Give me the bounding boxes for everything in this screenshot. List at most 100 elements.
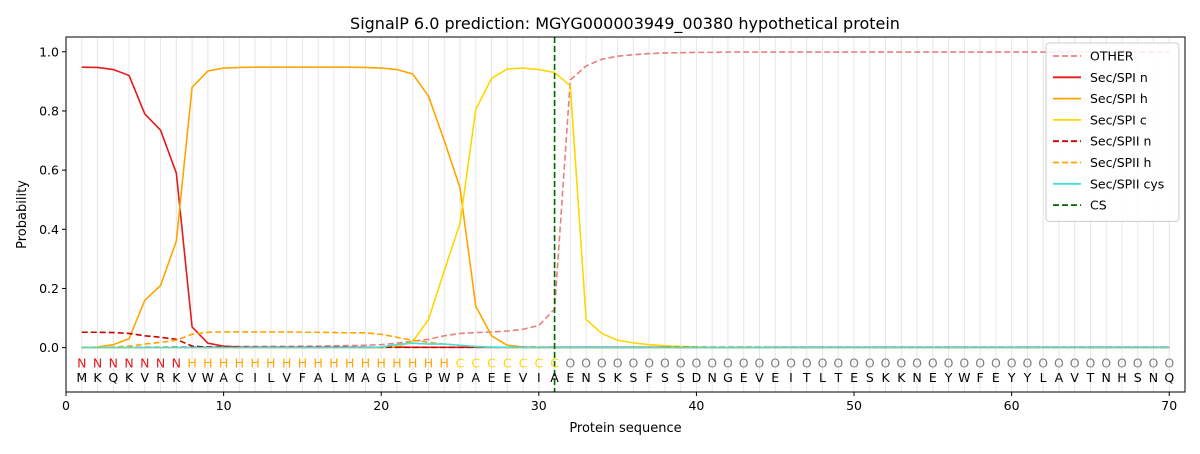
region-label: O [1086, 355, 1096, 370]
y-tick-label: 0.6 [39, 163, 59, 178]
residue-label: R [156, 370, 165, 385]
residue-label: Y [1023, 370, 1032, 385]
region-label: H [329, 355, 338, 370]
residue-label: N [708, 370, 717, 385]
residue-label: N [912, 370, 921, 385]
residue-label: S [1134, 370, 1142, 385]
region-label: O [991, 355, 1001, 370]
x-tick-label: 50 [846, 398, 862, 413]
region-label: H [440, 355, 449, 370]
legend-label: CS [1090, 198, 1107, 213]
legend-label: Sec/SPII h [1090, 155, 1151, 170]
region-label: H [345, 355, 354, 370]
y-tick-label: 0.0 [39, 340, 59, 355]
region-label: O [1054, 355, 1064, 370]
region-label: C [487, 355, 496, 370]
residue-label: P [456, 370, 464, 385]
region-label: O [1117, 355, 1127, 370]
residue-label: L [393, 370, 400, 385]
region-label: O [613, 355, 623, 370]
region-label: H [377, 355, 386, 370]
residue-label: K [172, 370, 181, 385]
residue-label: S [866, 370, 874, 385]
region-label: O [1164, 355, 1174, 370]
residue-label: V [755, 370, 764, 385]
x-tick-label: 30 [531, 398, 547, 413]
residue-label: N [581, 370, 590, 385]
residue-label: E [992, 370, 1000, 385]
residue-label: V [1070, 370, 1079, 385]
residue-label: T [1086, 370, 1095, 385]
region-label: N [77, 355, 86, 370]
residue-label: I [537, 370, 541, 385]
residue-label: L [1040, 370, 1047, 385]
residue-label: S [629, 370, 637, 385]
chart-title: SignalP 6.0 prediction: MGYG000003949_00… [350, 14, 900, 34]
x-tick-label: 10 [216, 398, 232, 413]
region-label: O [1070, 355, 1080, 370]
residue-label: F [977, 370, 984, 385]
residue-label: S [598, 370, 606, 385]
residue-label: Q [108, 370, 118, 385]
region-label: O [565, 355, 575, 370]
residue-label: V [282, 370, 291, 385]
residue-label: E [566, 370, 574, 385]
residue-label: F [646, 370, 653, 385]
region-label: C [503, 355, 512, 370]
region-label: O [833, 355, 843, 370]
residue-label: E [771, 370, 779, 385]
x-tick-label: 70 [1161, 398, 1177, 413]
residue-label: A [314, 370, 323, 385]
x-tick-label: 60 [1004, 398, 1020, 413]
residue-label: G [376, 370, 386, 385]
legend-label: Sec/SPI c [1090, 112, 1147, 127]
residue-label: C [235, 370, 244, 385]
residue-label: Q [1164, 370, 1174, 385]
region-label: O [1133, 355, 1143, 370]
residue-label: G [723, 370, 733, 385]
x-tick-label: 40 [688, 398, 704, 413]
region-label: O [581, 355, 591, 370]
residue-label: M [76, 370, 87, 385]
region-label: O [1007, 355, 1017, 370]
residue-label: A [550, 370, 559, 385]
region-label: N [109, 355, 118, 370]
residue-label: P [425, 370, 433, 385]
residue-label: V [141, 370, 150, 385]
region-label: H [392, 355, 401, 370]
residue-label: E [850, 370, 858, 385]
residue-label: I [253, 370, 257, 385]
series-line-5 [81, 331, 1170, 349]
region-label: N [93, 355, 102, 370]
region-label: C [534, 355, 543, 370]
region-label: O [802, 355, 812, 370]
residue-label: A [1055, 370, 1064, 385]
residue-label: V [188, 370, 197, 385]
region-label: O [597, 355, 607, 370]
region-label: H [250, 355, 259, 370]
legend-label: Sec/SPII n [1090, 134, 1151, 149]
residue-label: K [614, 370, 623, 385]
region-label: H [235, 355, 244, 370]
region-label: H [361, 355, 370, 370]
residue-label: N [1102, 370, 1111, 385]
legend-label: Sec/SPII cys [1090, 176, 1164, 191]
region-label: O [818, 355, 828, 370]
residue-label: L [819, 370, 826, 385]
residue-label: W [202, 370, 214, 385]
residue-label: Y [944, 370, 953, 385]
region-label: C [456, 355, 465, 370]
region-label: O [975, 355, 985, 370]
region-label: O [959, 355, 969, 370]
residue-label: E [740, 370, 748, 385]
region-label: C [550, 355, 559, 370]
grid-lines [81, 37, 1170, 392]
region-label: O [755, 355, 765, 370]
series-line-0 [81, 51, 1170, 349]
region-label: O [644, 355, 654, 370]
region-label: O [707, 355, 717, 370]
y-tick-label: 0.4 [39, 222, 59, 237]
region-label: H [282, 355, 291, 370]
region-label: N [140, 355, 149, 370]
